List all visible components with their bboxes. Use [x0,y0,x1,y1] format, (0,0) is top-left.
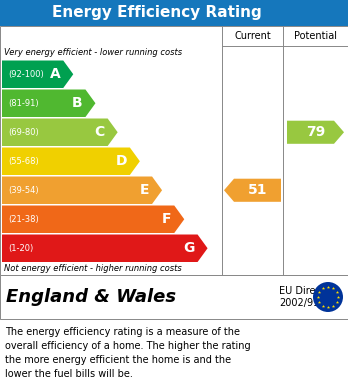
Polygon shape [287,121,344,144]
Polygon shape [2,176,162,204]
Text: D: D [115,154,127,168]
Circle shape [313,282,343,312]
Bar [0,26,348,275]
Text: (92-100): (92-100) [8,70,44,79]
Polygon shape [224,179,281,202]
Text: B: B [72,96,82,110]
Text: 79: 79 [306,125,325,139]
Polygon shape [2,235,207,262]
Bar [0,0,348,26]
Text: Potential: Potential [294,31,337,41]
Text: E: E [140,183,149,197]
Polygon shape [2,90,95,117]
Text: F: F [162,212,171,226]
Polygon shape [2,61,73,88]
Polygon shape [2,206,184,233]
Text: (1-20): (1-20) [8,244,33,253]
Text: Energy Efficiency Rating: Energy Efficiency Rating [52,5,261,20]
Text: 51: 51 [248,183,267,197]
Text: Current: Current [234,31,271,41]
Text: A: A [49,67,60,81]
Text: C: C [94,125,105,139]
Text: England & Wales: England & Wales [6,288,176,306]
Text: 2002/91/EC: 2002/91/EC [279,298,335,308]
Polygon shape [2,118,118,146]
Text: (55-68): (55-68) [8,157,39,166]
Text: Very energy efficient - lower running costs: Very energy efficient - lower running co… [4,48,182,57]
Text: EU Directive: EU Directive [279,286,339,296]
Text: (21-38): (21-38) [8,215,39,224]
Text: The energy efficiency rating is a measure of the
overall efficiency of a home. T: The energy efficiency rating is a measur… [5,327,251,379]
Text: (69-80): (69-80) [8,128,39,137]
Text: (39-54): (39-54) [8,186,39,195]
Text: Not energy efficient - higher running costs: Not energy efficient - higher running co… [4,264,182,273]
Bar [0,275,348,319]
Text: G: G [183,241,195,255]
Text: (81-91): (81-91) [8,99,39,108]
Polygon shape [2,147,140,175]
